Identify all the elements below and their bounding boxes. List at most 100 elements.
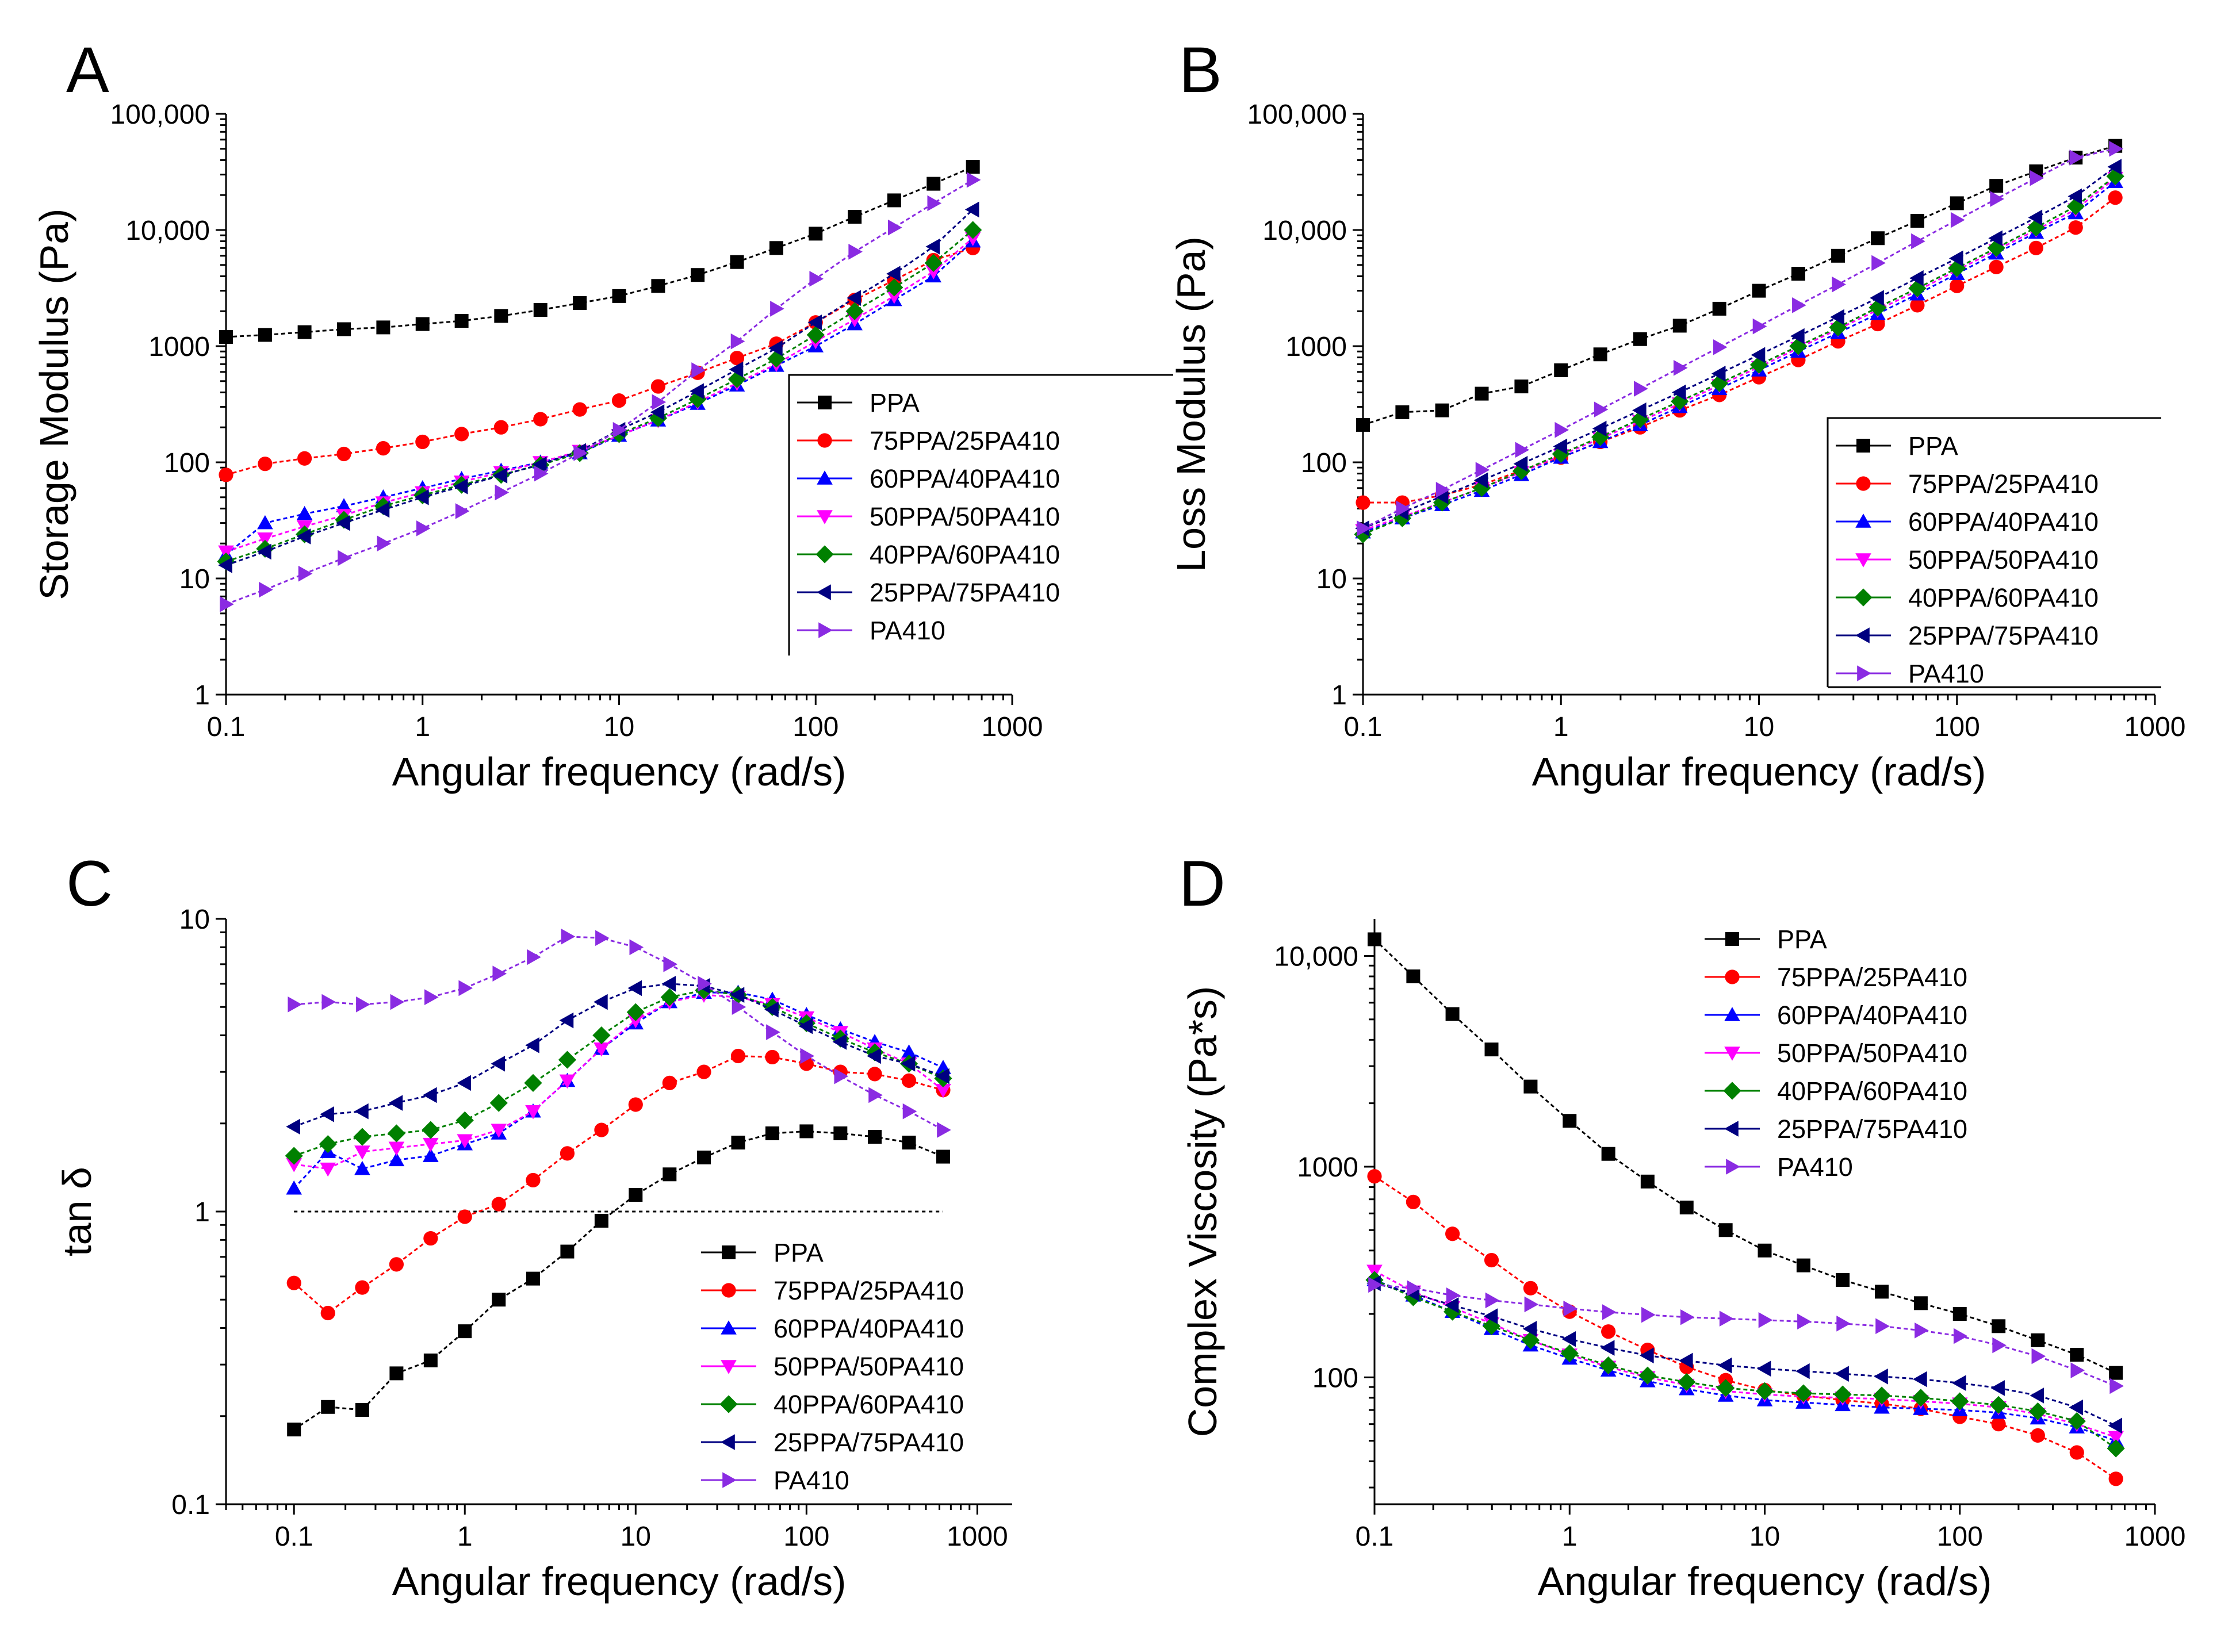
- panel-a-point-25ppa-75pa410: [847, 290, 861, 306]
- panel-d-point-25ppa-75pa410: [1913, 1371, 1927, 1387]
- panel-b-legend-marker-50ppa-50pa410: [1855, 553, 1871, 568]
- panel-b-point-40ppa-60pa410: [1948, 259, 1966, 277]
- panel-c-point-pa410: [800, 1048, 815, 1064]
- panel-a-point-25ppa-75pa410: [218, 557, 232, 573]
- panel-c-legend-item: 50PPA/50PA410: [701, 1352, 964, 1381]
- panel-c-point-ppa: [629, 1188, 643, 1202]
- panel-b-point-pa410: [1357, 520, 1371, 536]
- panel-c-point-ppa: [868, 1130, 882, 1144]
- panel-d-point-pa410: [1836, 1316, 1851, 1332]
- panel-a-point-ppa: [730, 255, 744, 269]
- panel-d-point-25ppa-75pa410: [1678, 1352, 1693, 1369]
- panel-a-series-pa410: [220, 172, 981, 612]
- panel-b-point-ppa: [1712, 301, 1726, 316]
- panel-d-point-25ppa-75pa410: [2069, 1399, 2084, 1416]
- panel-b-point-pa410: [2069, 150, 2084, 166]
- panel-a-x-tick-label: 1000: [982, 712, 1043, 742]
- panel-a-point-pa410: [495, 484, 510, 501]
- panel-b-point-25ppa-75pa410: [1513, 455, 1528, 472]
- panel-d-point-40ppa-60pa410: [2028, 1402, 2047, 1421]
- panel-b-point-pa410: [1990, 191, 2004, 207]
- panel-b-point-25ppa-75pa410: [1632, 402, 1647, 419]
- panel-c-point-ppa: [458, 1324, 472, 1339]
- panel-c-point-25ppa-75pa410: [764, 1001, 779, 1018]
- panel-c-legend-marker-40ppa-60pa410: [719, 1395, 738, 1413]
- panel-a-point-60ppa-40pa410: [336, 498, 352, 512]
- panel-c-legend-item: 25PPA/75PA410: [701, 1428, 964, 1457]
- panel-c-series-line-60ppa-40pa410: [293, 991, 944, 1189]
- panel-b-point-75ppa-25pa410: [2068, 220, 2083, 235]
- panel-d-point-25ppa-75pa410: [1561, 1331, 1576, 1347]
- panel-a-series-line-25ppa-75pa410: [225, 209, 974, 566]
- panel-b-x-tick-label: 1000: [2124, 712, 2186, 742]
- panel-d-point-25ppa-75pa410: [2108, 1417, 2122, 1434]
- panel-d-point-40ppa-60pa410: [1638, 1366, 1657, 1385]
- panel-d-legend-label: 40PPA/60PA410: [1777, 1076, 1967, 1106]
- panel-b-point-25ppa-75pa410: [2067, 188, 2082, 205]
- panel-a-point-pa410: [573, 445, 588, 461]
- panel-d-point-40ppa-60pa410: [1521, 1331, 1540, 1350]
- panel-d-legend-label: 60PPA/40PA410: [1777, 1001, 1967, 1030]
- panel-d-legend-marker-ppa: [1725, 932, 1739, 946]
- panel-c-point-40ppa-60pa410: [285, 1147, 303, 1165]
- panel-c-point-pa410: [492, 965, 507, 982]
- panel-a-point-25ppa-75pa410: [964, 201, 979, 218]
- panel-b-x-axis-title: Angular frequency (rad/s): [1532, 749, 1986, 794]
- panel-a-series-ppa: [219, 160, 980, 344]
- panel-c-point-60ppa-40pa410: [423, 1148, 439, 1162]
- panel-a-point-pa410: [652, 394, 667, 411]
- panel-b-point-ppa: [1514, 380, 1529, 394]
- panel-a-legend-item: 25PPA/75PA410: [797, 578, 1060, 607]
- panel-b-point-40ppa-60pa410: [1552, 444, 1570, 463]
- panel-b-series-ppa: [1356, 139, 2123, 432]
- panel-b-point-75ppa-25pa410: [1870, 316, 1885, 332]
- panel-d-point-pa410: [1368, 1277, 1383, 1293]
- panel-c-point-25ppa-75pa410: [798, 1018, 813, 1034]
- panel-c-point-50ppa-50pa410: [354, 1145, 370, 1160]
- panel-c-point-50ppa-50pa410: [423, 1137, 439, 1152]
- panel-c-point-pa410: [732, 999, 746, 1015]
- panel-a-legend-item: 50PPA/50PA410: [797, 502, 1060, 531]
- panel-c-point-25ppa-75pa410: [559, 1012, 574, 1029]
- panel-d-point-75ppa-25pa410: [1445, 1226, 1460, 1241]
- panel-d-point-25ppa-75pa410: [1483, 1308, 1498, 1324]
- panel-d-legend-item: PPA: [1705, 925, 1827, 954]
- panel-b-point-pa410: [1555, 421, 1569, 438]
- panel-a-y-tick-label: 1000: [148, 332, 210, 362]
- panel-d-point-40ppa-60pa410: [1717, 1379, 1735, 1397]
- panel-a-y-axis-title: Storage Modulus (Pa): [32, 209, 76, 600]
- panel-c-point-ppa: [902, 1136, 916, 1150]
- panel-b-point-40ppa-60pa410: [1987, 239, 2005, 257]
- panel-b-legend-item: PA410: [1836, 659, 1984, 688]
- panel-c-legend-marker-pa410: [722, 1472, 737, 1488]
- panel-c-point-pa410: [595, 930, 610, 946]
- panel-c-point-ppa: [833, 1126, 848, 1141]
- panel-a-point-25ppa-75pa410: [807, 314, 822, 331]
- panel-a-point-pa410: [416, 520, 431, 536]
- panel-b-point-25ppa-75pa410: [1909, 270, 1924, 286]
- panel-c-point-25ppa-75pa410: [320, 1106, 335, 1122]
- panel-a-series-line-pa410: [225, 179, 974, 605]
- panel-c-point-75ppa-25pa410: [628, 1097, 643, 1112]
- panel-c-y-tick-label: 1: [194, 1197, 210, 1228]
- panel-b-y-axis-title: Loss Modulus (Pa): [1169, 236, 1213, 572]
- panel-c-legend-label: PA410: [774, 1466, 849, 1495]
- panel-c-point-75ppa-25pa410: [526, 1172, 541, 1188]
- panel-a-point-40ppa-60pa410: [964, 221, 982, 239]
- panel-b-point-ppa: [1395, 405, 1410, 419]
- panel-b-legend-item: 75PPA/25PA410: [1836, 469, 2099, 499]
- panel-d-point-pa410: [2031, 1348, 2046, 1364]
- panel-a-point-ppa: [258, 328, 272, 342]
- panel-d-x-tick-label: 1000: [2124, 1521, 2186, 1552]
- panel-c-point-ppa: [560, 1244, 575, 1259]
- panel-d-series-25ppa-75pa410: [1366, 1275, 2122, 1434]
- panel-a-point-75ppa-25pa410: [219, 467, 233, 482]
- panel-d-point-pa410: [1915, 1322, 1929, 1339]
- panel-b-legend: PPA 75PPA/25PA410 60PPA/40PA410 50PPA/50PA4…: [1827, 417, 2161, 688]
- panel-a-legend-label: 40PPA/60PA410: [870, 540, 1060, 569]
- panel-c-point-75ppa-25pa410: [491, 1197, 506, 1212]
- panel-c-legend-item: PA410: [701, 1466, 849, 1495]
- panel-d-point-40ppa-60pa410: [1833, 1385, 1852, 1404]
- panel-c-point-25ppa-75pa410: [594, 994, 608, 1010]
- panel-c-legend-item: 75PPA/25PA410: [701, 1276, 964, 1305]
